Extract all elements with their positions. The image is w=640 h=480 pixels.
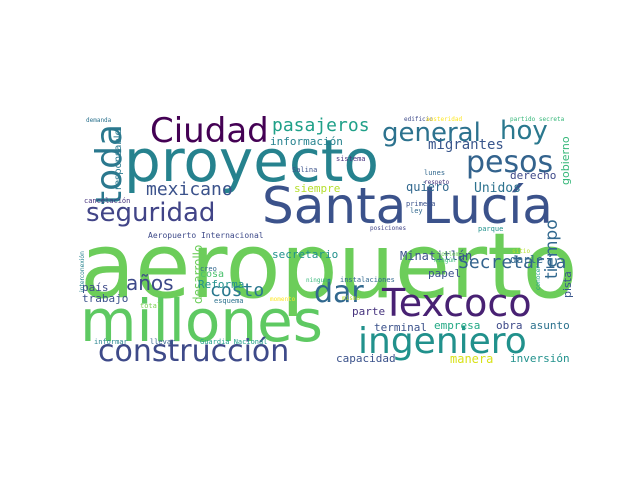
cloud-word: informar bbox=[94, 338, 128, 346]
cloud-word: posiciones bbox=[370, 225, 407, 232]
cloud-word: pasajeros bbox=[272, 115, 370, 136]
cloud-word: gobierno bbox=[559, 136, 572, 185]
cloud-word: años bbox=[126, 271, 174, 295]
cloud-word: papel bbox=[428, 267, 462, 280]
cloud-word: Santa Lucía bbox=[262, 177, 553, 235]
cloud-word: llevar bbox=[150, 338, 176, 346]
cloud-word: Minatitlán bbox=[400, 249, 473, 263]
cloud-word: quiero bbox=[406, 180, 450, 194]
cloud-word: lunes bbox=[424, 169, 446, 177]
cloud-word: hoy bbox=[500, 116, 548, 146]
cloud-word: Secretaría bbox=[458, 252, 567, 273]
cloud-word: aeropuerto bbox=[80, 214, 578, 319]
cloud-word: austeridad bbox=[426, 116, 463, 123]
cloud-word: demanda bbox=[86, 117, 112, 124]
cloud-word: Texcoco bbox=[382, 281, 532, 325]
cloud-word: general bbox=[382, 118, 481, 148]
cloud-word: terminal bbox=[374, 321, 427, 334]
cloud-word: instalaciones bbox=[340, 276, 395, 284]
cloud-word: pista bbox=[561, 271, 574, 298]
cloud-word: asunto bbox=[530, 319, 570, 332]
cloud-word: construcción bbox=[98, 334, 290, 369]
cloud-word: cosa bbox=[200, 269, 225, 280]
cloud-word: millones bbox=[80, 287, 323, 355]
cloud-word: Unidos bbox=[474, 181, 521, 196]
cloud-word: esquema bbox=[214, 297, 244, 305]
cloud-word: país bbox=[82, 281, 109, 294]
cloud-word: empresa bbox=[434, 319, 481, 332]
cloud-word: parte bbox=[352, 305, 386, 318]
cloud-word: sistema bbox=[336, 155, 366, 163]
cloud-word: interconexión bbox=[79, 251, 86, 292]
cloud-word: capacidad bbox=[336, 352, 396, 365]
cloud-word: trabajo bbox=[82, 292, 129, 305]
cloud-word: dar bbox=[314, 275, 364, 310]
cloud-word: ingeniero bbox=[358, 321, 527, 362]
cloud-word: conocer bbox=[535, 266, 542, 290]
cloud-word: edificio bbox=[404, 116, 433, 123]
cloud-word: derecho bbox=[510, 169, 557, 182]
cloud-word: proyecto bbox=[124, 127, 379, 195]
cloud-word: obra bbox=[496, 319, 523, 332]
cloud-word: cancelación bbox=[84, 197, 131, 205]
cloud-word: total bbox=[140, 302, 162, 310]
cloud-word: darle bbox=[510, 253, 544, 266]
cloud-word: Ciudad bbox=[150, 111, 269, 151]
cloud-word: ninguna bbox=[306, 277, 332, 284]
cloud-word: seguridad bbox=[86, 198, 216, 228]
cloud-word: respeto bbox=[424, 179, 450, 186]
cloud-word: migrantes bbox=[428, 137, 504, 153]
cloud-word: responsable bbox=[113, 129, 124, 190]
cloud-word: ningún bbox=[434, 257, 456, 264]
cloud-word: inversión bbox=[510, 352, 570, 365]
cloud-word: parque bbox=[478, 225, 504, 233]
cloud-word: Aeropuerto Internacional bbox=[148, 231, 264, 240]
cloud-word: mismo bbox=[342, 295, 361, 302]
cloud-word: pesos bbox=[466, 145, 554, 180]
cloud-word: mexicano bbox=[146, 179, 233, 200]
cloud-word: partido secreta bbox=[510, 116, 565, 123]
cloud-word: tiempo bbox=[542, 219, 562, 279]
cloud-word: problema bbox=[434, 251, 463, 258]
cloud-word: siempre bbox=[294, 182, 341, 195]
cloud-word: primera bbox=[406, 200, 436, 208]
cloud-word: Guardia Nacional bbox=[200, 338, 268, 346]
cloud-word: manera bbox=[450, 352, 494, 366]
cloud-word: información bbox=[270, 135, 343, 148]
cloud-word: ley bbox=[410, 207, 423, 215]
cloud-word: momento bbox=[270, 296, 296, 303]
cloud-word: Salina bbox=[292, 166, 318, 174]
cloud-word: Reforma bbox=[198, 278, 245, 291]
cloud-word: costo bbox=[210, 280, 265, 301]
cloud-word: sitio bbox=[512, 248, 531, 255]
cloud-word: secretario bbox=[272, 248, 339, 261]
cloud-word: creo bbox=[200, 265, 217, 273]
